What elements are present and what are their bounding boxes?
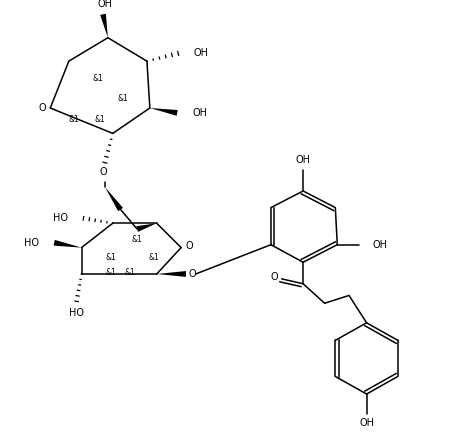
Text: O: O [184,241,192,251]
Text: OH: OH [295,155,310,165]
Text: &1: &1 [124,267,135,277]
Text: OH: OH [97,0,112,9]
Polygon shape [54,240,81,248]
Text: OH: OH [193,49,208,59]
Text: O: O [269,272,277,282]
Polygon shape [105,187,123,211]
Text: O: O [99,167,106,177]
Text: OH: OH [193,108,207,118]
Polygon shape [156,271,185,277]
Text: OH: OH [372,239,387,250]
Text: &1: &1 [148,253,159,262]
Text: &1: &1 [105,253,116,262]
Text: HO: HO [69,308,84,318]
Polygon shape [136,223,156,232]
Text: HO: HO [23,238,38,248]
Text: &1: &1 [68,115,79,124]
Text: &1: &1 [132,235,142,244]
Polygon shape [100,14,108,38]
Text: HO: HO [53,213,68,223]
Text: &1: &1 [105,267,116,277]
Text: O: O [188,269,195,279]
Text: &1: &1 [94,115,105,124]
Text: &1: &1 [92,74,103,83]
Text: OH: OH [358,418,373,428]
Polygon shape [150,108,177,116]
Text: O: O [39,103,46,113]
Text: &1: &1 [117,94,128,103]
